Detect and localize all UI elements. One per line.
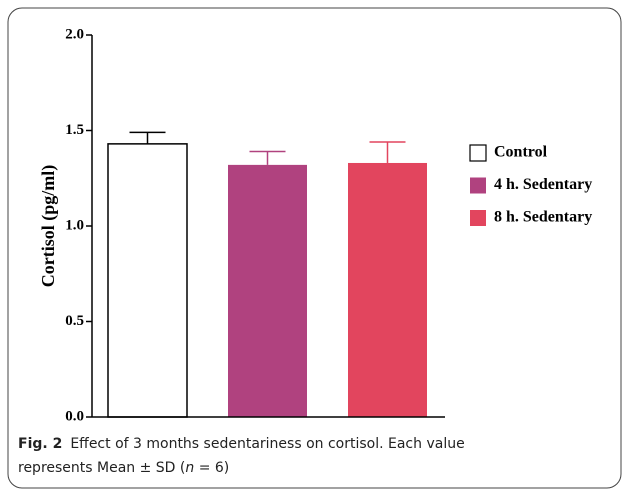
y-tick-label: 1.5 [65, 122, 84, 138]
caption-text: represents Mean ± SD ( [18, 460, 185, 476]
y-tick-label: 0.5 [65, 313, 84, 329]
bar [107, 143, 188, 418]
y-tick-label: 1.0 [65, 217, 84, 233]
legend-label: Control [494, 144, 548, 161]
caption-text: = 6) [194, 460, 229, 476]
y-tick-label: 0.0 [65, 408, 84, 424]
caption-label: Fig. 2 [18, 436, 62, 452]
caption-text: Effect of 3 months sedentariness on cort… [70, 436, 464, 452]
bar [348, 162, 427, 417]
caption-text: n [185, 460, 194, 476]
caption-line: represents Mean ± SD (n = 6) [18, 460, 229, 476]
legend-swatch [469, 144, 487, 162]
figure-frame [7, 7, 622, 489]
y-axis-label: Cortisol (pg/ml) [38, 165, 59, 287]
bar [228, 164, 307, 417]
caption-line: Fig. 2 Effect of 3 months sedentariness o… [18, 436, 465, 452]
y-tick-label: 2.0 [65, 26, 84, 42]
legend-label: 4 h. Sedentary [494, 176, 592, 193]
legend-swatch [470, 210, 486, 226]
legend-swatch [470, 177, 486, 194]
legend-label: 8 h. Sedentary [494, 209, 592, 226]
